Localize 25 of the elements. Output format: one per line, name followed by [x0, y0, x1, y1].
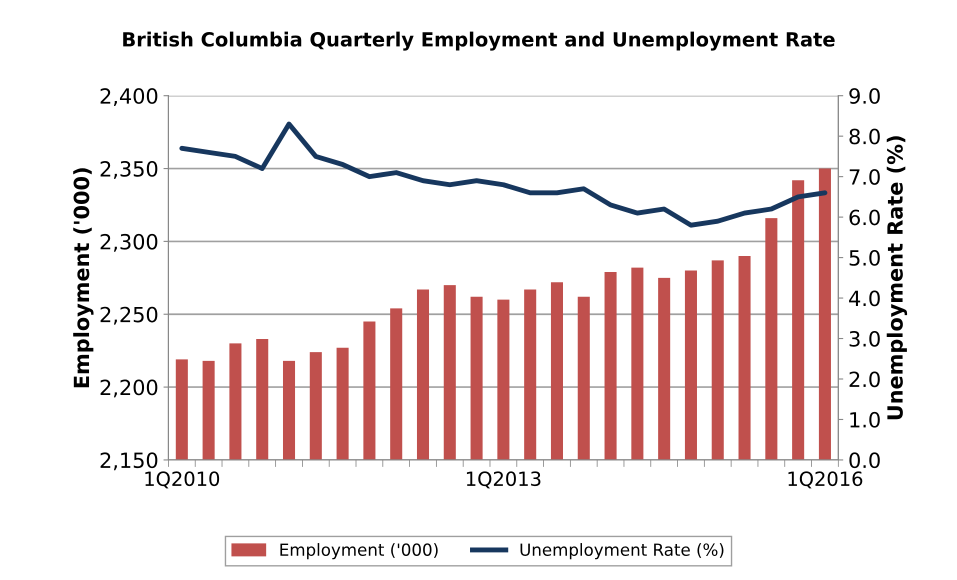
- x-tick-label: 1Q2013: [466, 471, 540, 488]
- y-tick-label: 2,200: [100, 380, 158, 398]
- x-tick-label: 1Q2010: [145, 471, 220, 488]
- y-tick-label: 2,250: [100, 306, 158, 325]
- legend-label: Employment ('000): [280, 543, 438, 560]
- legend-label: Unemployment Rate (%): [520, 543, 724, 560]
- y2-tick-label: 2.0: [850, 371, 880, 388]
- y2-tick-label: 3.0: [850, 330, 880, 347]
- y2-tick-label: 0.0: [849, 452, 880, 468]
- x-tick-label: 1Q2016: [788, 471, 862, 488]
- y-tick-label: 2,150: [100, 452, 158, 470]
- y2-tick-label: 6.0: [850, 210, 880, 226]
- y2-tick-label: 5.0: [850, 250, 880, 266]
- y2-tick-label: 7.0: [850, 169, 880, 185]
- y-axis-title: Employment ('000): [73, 168, 94, 388]
- y2-axis-title: Unemployment Rate (%): [886, 136, 908, 420]
- y-tick-label: 2,300: [100, 234, 158, 252]
- y2-tick-label: 4.0: [849, 290, 880, 306]
- y2-tick-label: 1.0: [850, 412, 880, 428]
- y2-tick-label: 8.0: [849, 128, 880, 144]
- y-tick-label: 2,400: [100, 88, 158, 106]
- line-series: [179, 122, 828, 228]
- y2-tick-label: 9.0: [849, 88, 880, 104]
- y-tick-label: 2,350: [100, 161, 158, 179]
- chart-title: British Columbia Quarterly Employment and Unemployment Rate: [123, 32, 835, 51]
